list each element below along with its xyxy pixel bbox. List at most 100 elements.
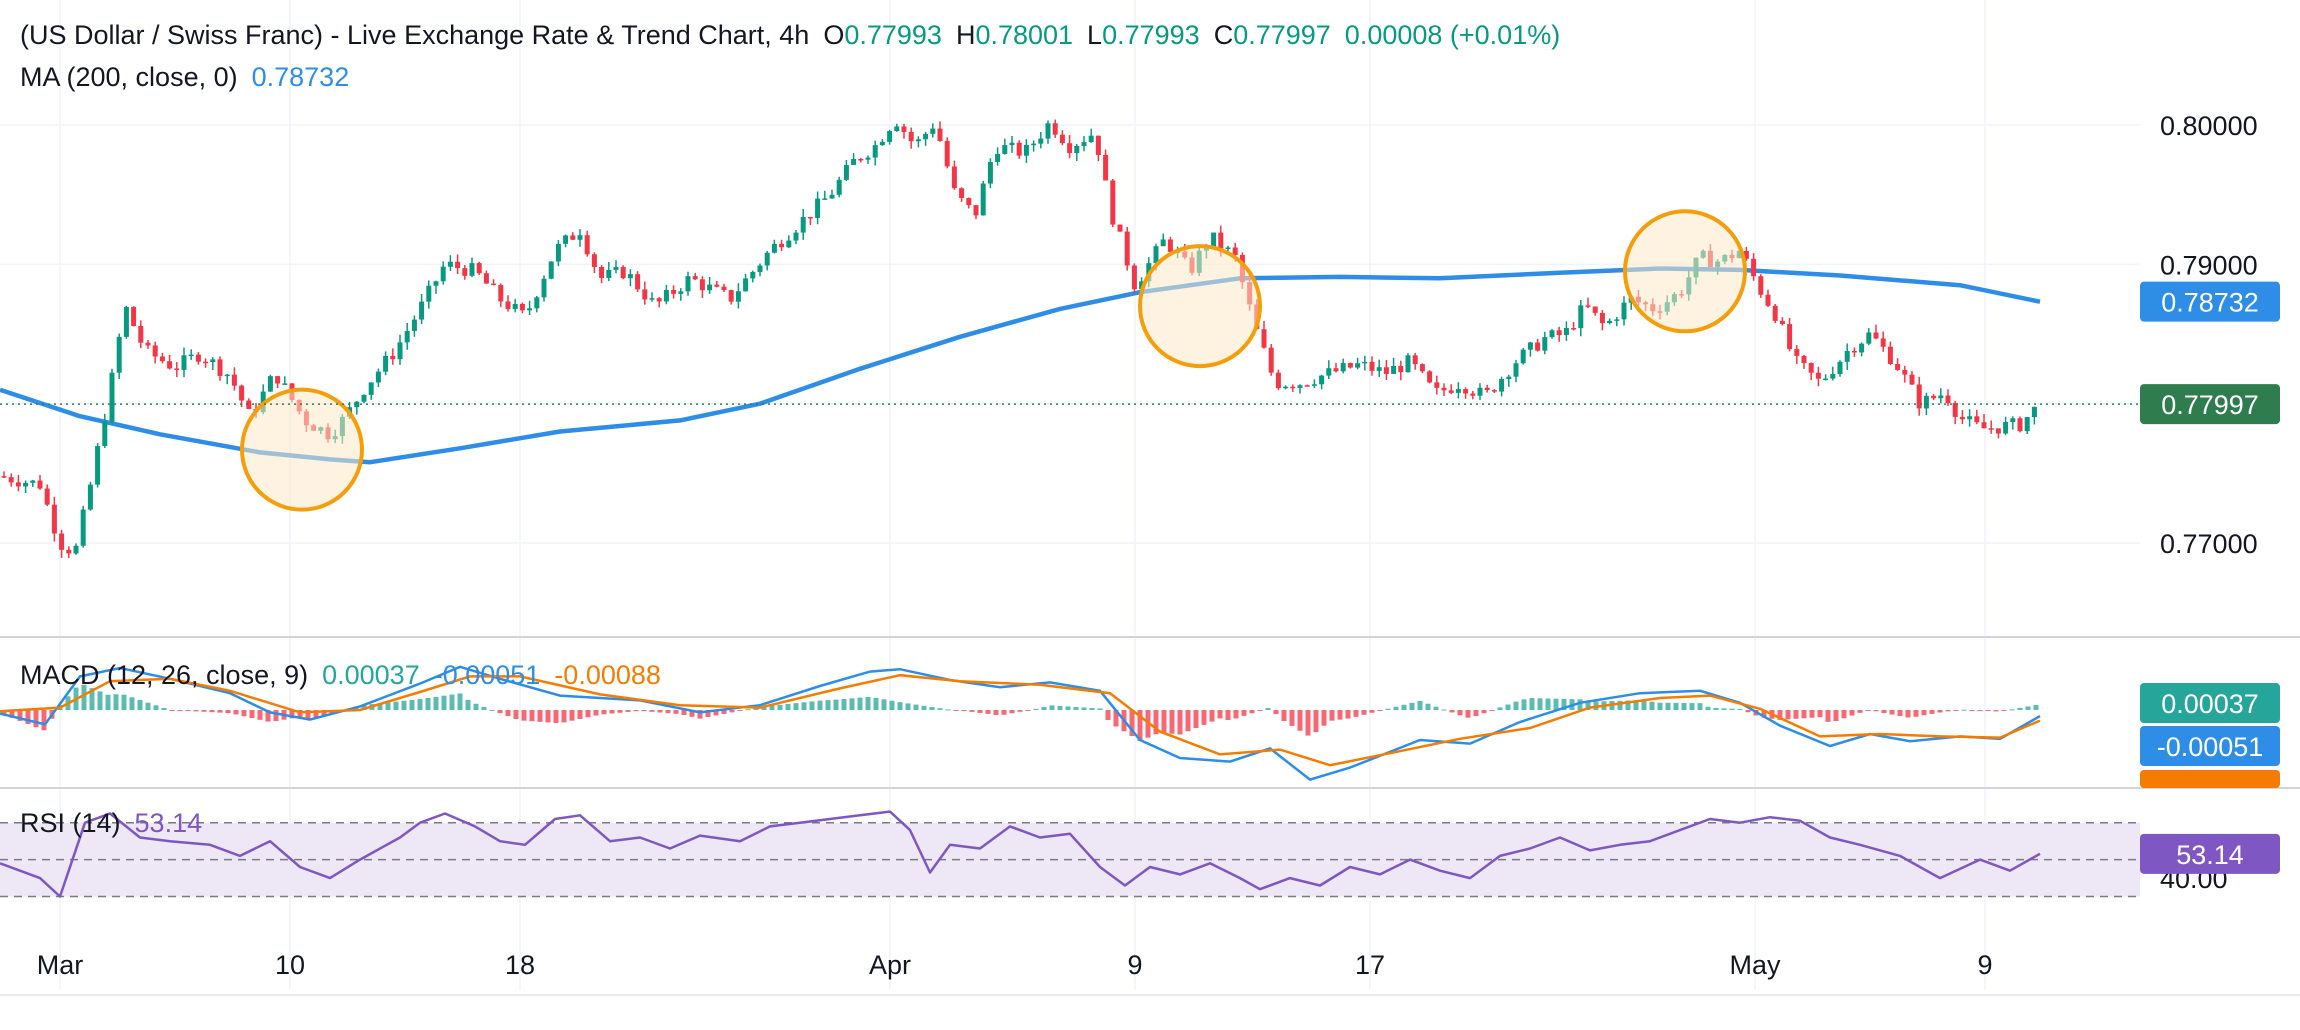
candle-body bbox=[1866, 332, 1872, 344]
candle-body bbox=[1419, 364, 1425, 372]
candle-body bbox=[411, 319, 417, 331]
macd-hist-bar bbox=[593, 710, 599, 716]
macd-hist-bar bbox=[1977, 710, 1983, 711]
macd-hist-bar bbox=[529, 710, 535, 722]
macd-hist-bar bbox=[1273, 710, 1279, 715]
macd-hist-bar bbox=[841, 699, 847, 710]
candle-body bbox=[1383, 367, 1389, 374]
candle-body bbox=[894, 126, 900, 132]
macd-hist-bar bbox=[977, 710, 983, 713]
candle-body bbox=[483, 273, 489, 284]
macd-hist-bar bbox=[1361, 710, 1367, 715]
macd-hist-bar bbox=[1241, 710, 1247, 716]
candle-body bbox=[174, 368, 180, 370]
macd-hist-bar bbox=[1385, 708, 1391, 710]
candle-body bbox=[1304, 385, 1310, 387]
macd-hist-bar bbox=[1633, 700, 1639, 710]
macd-hist-bar bbox=[233, 710, 239, 715]
candle-body bbox=[1052, 123, 1058, 135]
candle-body bbox=[80, 509, 86, 546]
macd-hist-bar bbox=[1897, 710, 1903, 716]
macd-hist-bar bbox=[1417, 700, 1423, 710]
candle-body bbox=[815, 198, 821, 218]
macd-hist-bar bbox=[1065, 706, 1071, 710]
macd-hist-bar bbox=[1785, 710, 1791, 720]
candle-body bbox=[930, 128, 936, 134]
candle-body bbox=[188, 354, 194, 357]
price-tick-label: 0.77000 bbox=[2160, 529, 2258, 559]
rsi-legend: RSI (14) 53.14 bbox=[20, 808, 216, 839]
candle-body bbox=[181, 355, 187, 370]
candle-body bbox=[447, 261, 453, 267]
macd-legend: MACD (12, 26, close, 9) 0.00037 -0.00051 -0… bbox=[20, 660, 675, 691]
candle-body bbox=[1981, 422, 1987, 429]
price-axis[interactable]: 0.80000 0.79000 0.77000 0.78732 0.77997 bbox=[0, 111, 2280, 559]
macd-hist-bar bbox=[1929, 710, 1935, 714]
macd-hist-bar bbox=[1017, 710, 1023, 712]
macd-hist-bar bbox=[1081, 707, 1087, 710]
candle-body bbox=[743, 278, 749, 292]
candle-body bbox=[1607, 320, 1613, 324]
candle-body bbox=[1988, 428, 1994, 430]
macd-hist-bar bbox=[1777, 710, 1783, 720]
macd-hist-bar bbox=[1281, 710, 1287, 722]
macd-hist-bar bbox=[1321, 710, 1327, 726]
macd-hist-bar bbox=[1969, 710, 1975, 711]
macd-hist-bar bbox=[225, 710, 231, 714]
candle-body bbox=[123, 306, 129, 337]
candle-body bbox=[1751, 258, 1757, 277]
candle-body bbox=[469, 263, 475, 276]
time-tick-label: 9 bbox=[1127, 950, 1142, 980]
candle-body bbox=[1283, 386, 1289, 389]
candle-body bbox=[1405, 355, 1411, 373]
candle-body bbox=[1398, 366, 1404, 373]
candle-body bbox=[1923, 395, 1929, 409]
candle-body bbox=[1844, 350, 1850, 362]
macd-hist-bar bbox=[2001, 710, 2007, 711]
candle-body bbox=[2003, 422, 2009, 434]
macd-hist-bar bbox=[1809, 710, 1815, 718]
candle-body bbox=[102, 421, 108, 447]
macd-hist-bar bbox=[1489, 710, 1495, 711]
candle-body bbox=[1556, 330, 1562, 336]
candle-body bbox=[1549, 330, 1555, 338]
candle-body bbox=[1758, 276, 1764, 295]
macd-hist-bar bbox=[609, 710, 615, 714]
macd-hist-bar bbox=[625, 710, 631, 712]
macd-hist-bar bbox=[417, 699, 423, 710]
candle-body bbox=[1232, 247, 1238, 255]
candle-body bbox=[37, 480, 43, 489]
candle-body bbox=[498, 284, 504, 302]
candle-body bbox=[1837, 361, 1843, 375]
macd-hist-bar bbox=[953, 710, 959, 711]
candle-body bbox=[959, 188, 965, 199]
candle-body bbox=[1873, 332, 1879, 339]
macd-hist-bar bbox=[913, 704, 919, 710]
candle-body bbox=[685, 276, 691, 292]
macd-hist-bar bbox=[617, 710, 623, 713]
candle-body bbox=[779, 243, 785, 248]
macd-hist-bar bbox=[17, 710, 23, 721]
candle-body bbox=[368, 382, 374, 395]
macd-hist-bar bbox=[289, 710, 295, 719]
macd-hist-bar bbox=[857, 697, 863, 710]
macd-hist-bar bbox=[905, 703, 911, 710]
candle-body bbox=[1434, 382, 1440, 388]
candle-body bbox=[1340, 363, 1346, 372]
macd-hist-bar bbox=[1433, 706, 1439, 710]
macd-hist-bar bbox=[161, 708, 167, 710]
candle-body bbox=[8, 477, 14, 483]
candle-body bbox=[246, 400, 252, 410]
candle-body bbox=[563, 235, 569, 244]
candle-body bbox=[1895, 363, 1901, 370]
time-axis[interactable]: Mar 10 18 Apr 9 17 May 9 bbox=[37, 950, 1993, 980]
candle-body bbox=[1427, 371, 1433, 383]
macd-hist-bar bbox=[121, 694, 127, 710]
candle-body bbox=[1542, 337, 1548, 351]
macd-hist-bar bbox=[457, 693, 463, 710]
macd-hist-bar bbox=[433, 696, 439, 710]
candle-body bbox=[239, 385, 245, 401]
time-tick-label: Mar bbox=[37, 950, 84, 980]
macd-hist-bar bbox=[1961, 709, 1967, 711]
